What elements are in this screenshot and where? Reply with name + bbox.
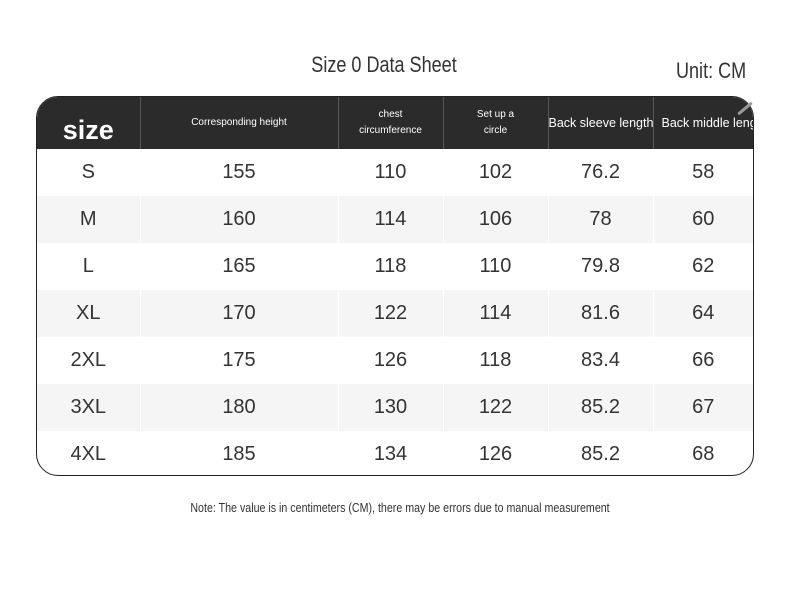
table-cell: 118 [443, 337, 549, 384]
size-table: size Corresponding height chest circumfe… [36, 96, 754, 476]
table-cell: 58 [692, 161, 715, 183]
table-cell: 68 [692, 443, 715, 465]
table-cell: 64 [653, 290, 753, 337]
table-cell: 85.2 [548, 384, 654, 431]
table-cell: 170 [140, 290, 339, 337]
table-cell: 114 [338, 196, 444, 243]
table-cell: 102 [443, 149, 549, 196]
table-cell: 4XL [37, 431, 141, 475]
table-cell: 62 [692, 255, 715, 277]
table-cell: 180 [140, 384, 339, 431]
table-row: 3XL 180 130 122 85.2 67 [37, 384, 753, 431]
table-cell: 118 [338, 243, 444, 290]
table-cell: XL [37, 290, 141, 337]
table-cell: 126 [443, 431, 549, 475]
table-row: S 155 110 102 76.2 58 [37, 149, 753, 196]
table-cell: 2XL [37, 337, 141, 384]
table-cell: 165 [140, 243, 339, 290]
table-cell: 78 [548, 196, 654, 243]
header-sleeve: Back sleeve length [548, 97, 654, 149]
table-cell: 122 [443, 384, 549, 431]
table-cell: 175 [140, 337, 339, 384]
table-cell: 3XL [37, 384, 141, 431]
header-height: Corresponding height [140, 97, 339, 149]
table-cell: 85.2 [548, 431, 654, 475]
header-circle: Set up a circle [443, 97, 549, 149]
table-cell: 67 [653, 384, 753, 431]
table-cell: 83.4 [548, 337, 654, 384]
table-cell: 160 [140, 196, 339, 243]
unit-label: Unit: CM [676, 58, 747, 83]
table-cell: 79.8 [548, 243, 654, 290]
table-cell: 66 [692, 349, 715, 371]
table-cell: 155 [140, 149, 339, 196]
page-title: Size 0 Data Sheet [311, 52, 457, 77]
header-size: size [37, 97, 141, 149]
table-row: 4XL 185 134 126 85.2 68 [37, 431, 753, 475]
table-cell: 81.6 [548, 290, 654, 337]
table-cell: 76.2 [548, 149, 654, 196]
table-cell: 126 [338, 337, 444, 384]
header-chest: chest circumference [338, 97, 444, 149]
table-row: L 165 118 110 79.8 62 [37, 243, 753, 290]
table-header: size Corresponding height chest circumfe… [37, 97, 753, 149]
table-cell: 130 [338, 384, 444, 431]
table-cell: 60 [653, 196, 753, 243]
table-cell: 185 [140, 431, 339, 475]
table-row: M 160 114 106 78 60 [37, 196, 753, 243]
table-cell: S [37, 149, 141, 196]
table-cell: 134 [338, 431, 444, 475]
table-cell: 114 [443, 290, 549, 337]
table-cell: M [37, 196, 141, 243]
footnote: Note: The value is in centimeters (CM), … [190, 500, 610, 515]
table-row: 2XL 175 126 118 83.4 66 [37, 337, 753, 384]
table-cell: 110 [338, 149, 444, 196]
table-cell: 110 [443, 243, 549, 290]
table-cell: 122 [338, 290, 444, 337]
table-cell: L [37, 243, 141, 290]
header-back-middle: Back middle length [661, 116, 754, 130]
table-row: XL 170 122 114 81.6 64 [37, 290, 753, 337]
table-cell: 106 [443, 196, 549, 243]
